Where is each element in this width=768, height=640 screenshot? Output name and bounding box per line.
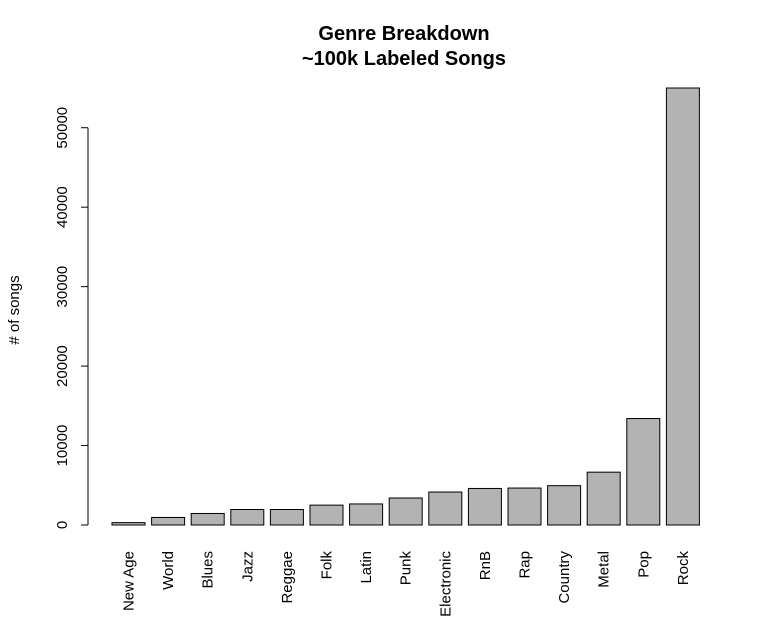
bar-electronic [428, 491, 463, 526]
y-tick-label: 20000 [54, 345, 71, 387]
x-tick-label-country: Country [556, 551, 573, 604]
bars [111, 87, 700, 526]
bar-new-age [111, 522, 146, 526]
bar-jazz [230, 509, 265, 526]
y-tick-label: 50000 [54, 107, 71, 149]
x-tick-label-blues: Blues [200, 551, 217, 589]
bar-rap [507, 487, 542, 526]
bar-pop [626, 418, 661, 526]
x-tick-label-punk: Punk [398, 551, 415, 586]
x-tick-label-electronic: Electronic [437, 551, 454, 617]
y-tick-label: 30000 [54, 266, 71, 308]
chart-title: Genre Breakdown [318, 23, 489, 45]
y-tick-label: 10000 [54, 425, 71, 467]
y-axis-label: # of songs [6, 275, 23, 344]
x-tick-label-rock: Rock [675, 551, 692, 586]
x-tick-label-world: World [160, 551, 177, 590]
bar-country [547, 485, 582, 526]
x-tick-label-new-age: New Age [121, 551, 138, 611]
x-tick-label-pop: Pop [635, 551, 652, 578]
bar-punk [388, 497, 423, 526]
x-tick-label-folk: Folk [319, 551, 336, 580]
y-tick-label: 40000 [54, 186, 71, 228]
x-tick-label-reggae: Reggae [279, 551, 296, 604]
x-tick-label-rnb: RnB [477, 551, 494, 580]
y-axis: 0 10000 20000 30000 40000 50000 [54, 107, 89, 529]
x-tick-label-latin: Latin [358, 551, 375, 584]
bar-reggae [269, 509, 304, 526]
bar-rock [665, 87, 700, 526]
bar-rnb [467, 487, 502, 526]
x-axis-labels: New Age World Blues Jazz Reggae Folk Latin Punk… [121, 551, 692, 617]
x-tick-label-rap: Rap [517, 551, 534, 579]
bar-blues [190, 512, 225, 526]
x-tick-label-metal: Metal [596, 551, 613, 588]
x-tick-label-jazz: Jazz [239, 551, 256, 582]
chart-subtitle: ~100k Labeled Songs [302, 48, 506, 70]
bar-folk [309, 504, 344, 526]
bar-metal [586, 471, 621, 526]
bar-latin [349, 503, 384, 526]
y-tick-label: 0 [54, 521, 71, 529]
bar-world [151, 516, 186, 526]
